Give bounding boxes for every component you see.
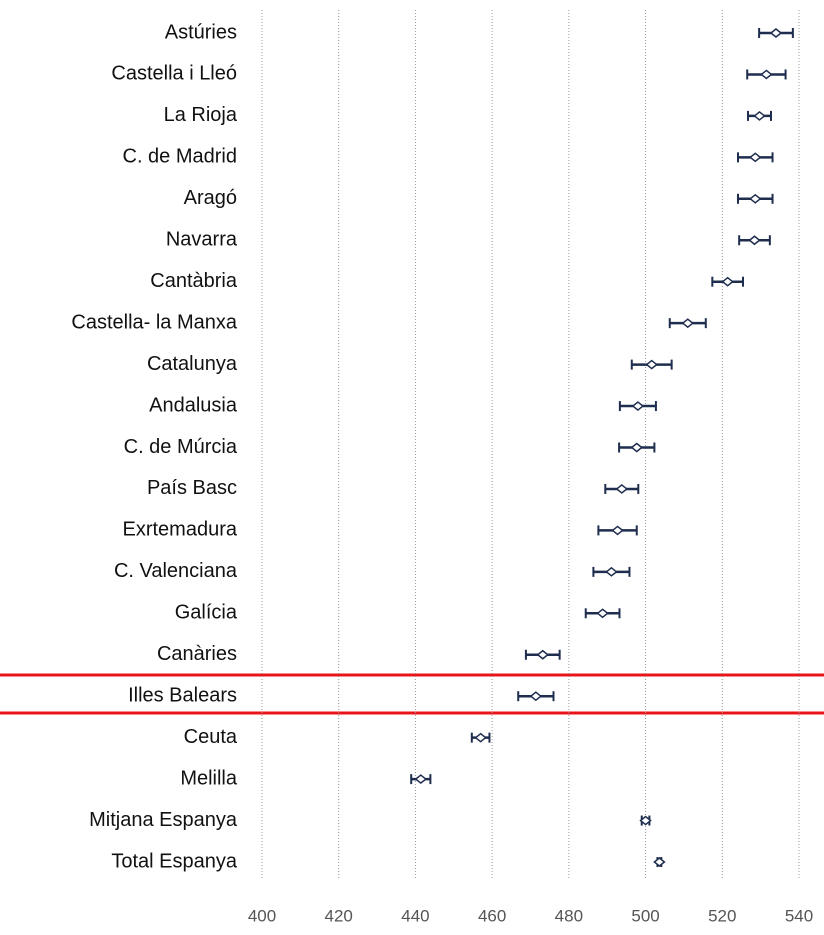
point [748,235,761,246]
point [639,815,652,826]
point [749,193,762,204]
y-tick-label: Andalusia [149,394,238,416]
y-tick-label: Mitjana Espanya [89,809,238,831]
x-tick-label: 500 [631,906,659,925]
point [749,152,762,163]
x-tick-label: 400 [248,906,276,925]
point [769,28,783,38]
y-tick-label: Melilla [180,767,238,789]
y-tick-label: Total Espanya [111,850,238,872]
point [753,110,766,121]
y-tick-label: La Rioja [164,104,238,126]
y-tick-label: Aragó [184,187,237,209]
x-tick-label: 420 [325,906,353,925]
point [596,608,609,619]
y-tick-label: C. Valenciana [114,560,238,582]
point [414,774,427,785]
point [536,649,549,660]
point [611,525,624,536]
x-tick-label: 460 [478,906,506,925]
y-tick-label: Canàries [157,643,237,665]
y-tick-label: Catalunya [147,353,238,375]
point [605,566,618,577]
x-tick-label: 540 [785,906,813,925]
point [630,442,643,453]
x-tick-label: 520 [708,906,736,925]
point [529,691,543,702]
point [474,732,487,743]
y-tick-label: Illes Balears [128,684,237,706]
y-tick-label: C. de Múrcia [124,436,238,458]
point [653,857,666,867]
x-tick-label: 440 [401,906,429,925]
point [681,318,694,329]
x-tick-label: 480 [555,906,583,925]
y-tick-label: País Basc [147,477,237,499]
y-tick-label: Ceuta [184,726,238,748]
y-tick-label: Exrtemadura [123,519,238,541]
point [615,483,628,494]
y-tick-label: Castella- la Manxa [71,311,238,333]
y-tick-label: C. de Madrid [123,146,238,168]
y-tick-label: Galícia [175,602,238,624]
point [631,401,645,412]
y-tick-label: Navarra [166,229,238,251]
point [760,69,773,80]
y-tick-label: Astúries [165,21,237,43]
point [645,359,658,370]
y-tick-label: Castella i Lleó [111,63,237,85]
point [721,276,734,287]
y-tick-label: Cantàbria [150,270,238,292]
